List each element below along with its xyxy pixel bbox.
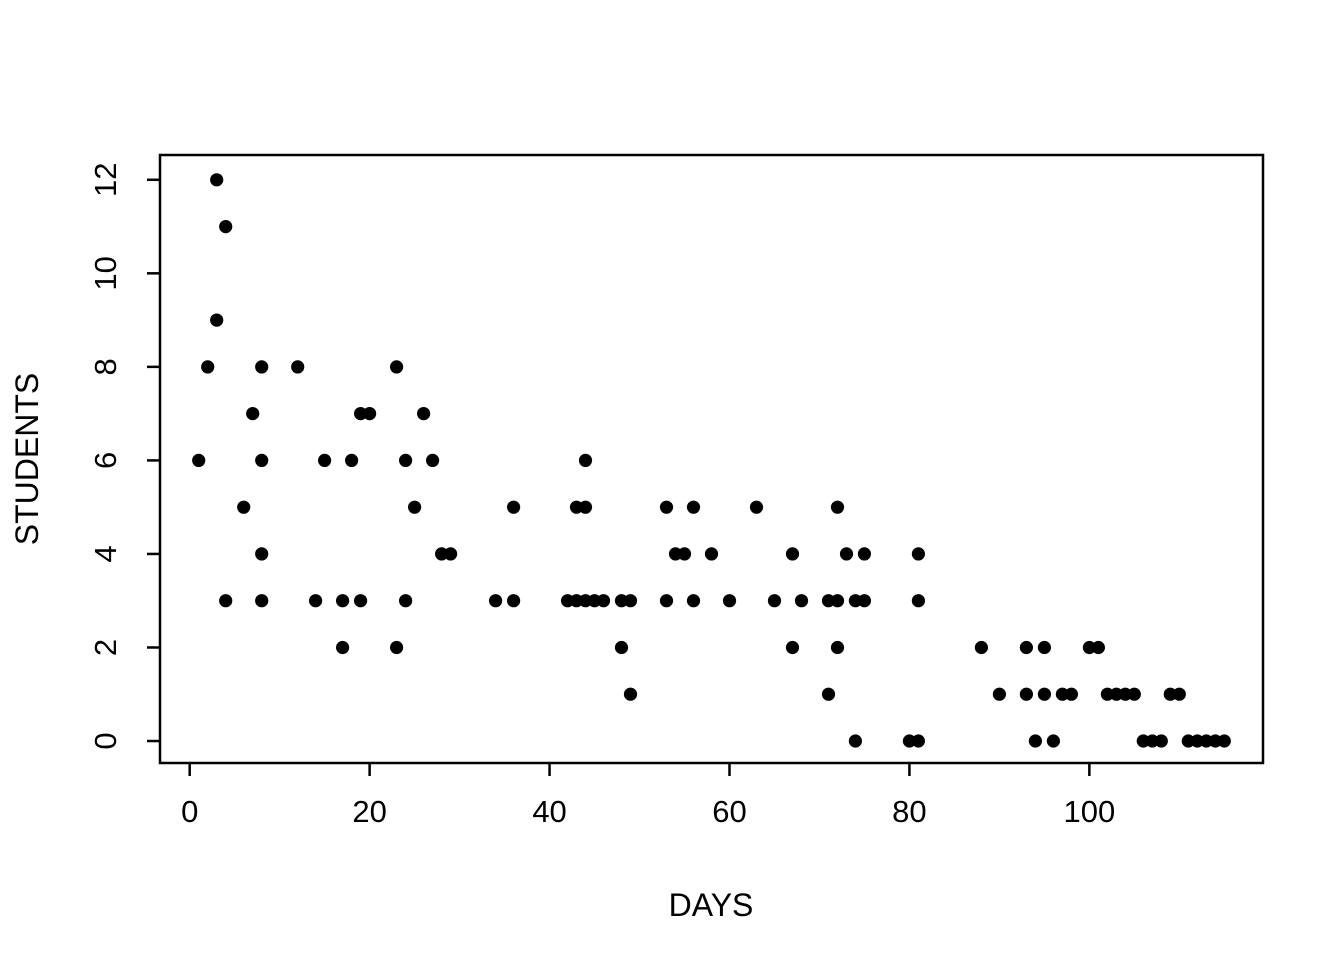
data-point [677, 547, 692, 561]
data-point [345, 453, 359, 467]
data-point [1028, 734, 1042, 748]
data-point [857, 547, 872, 561]
data-point [785, 640, 800, 655]
data-point [291, 360, 305, 374]
data-point [363, 407, 377, 421]
x-axis-title: DAYS [669, 887, 754, 923]
data-point [336, 594, 350, 608]
data-point [506, 500, 521, 514]
y-axis-tick-label: 0 [88, 732, 123, 749]
data-point [794, 594, 809, 608]
data-point [219, 594, 233, 608]
data-point [1217, 734, 1231, 748]
y-axis-title: STUDENTS [9, 373, 45, 545]
y-axis-tick-label: 12 [88, 163, 123, 197]
data-point [839, 547, 854, 561]
data-point [659, 500, 674, 514]
x-axis-tick-label: 100 [1063, 794, 1115, 829]
data-point [255, 453, 269, 467]
data-point [974, 640, 989, 655]
data-points-layer [192, 173, 1231, 748]
y-axis-tick-label: 4 [88, 545, 123, 562]
data-point [210, 173, 224, 187]
data-point [722, 594, 737, 608]
data-point [830, 500, 845, 514]
data-point [506, 594, 521, 608]
data-point [992, 687, 1007, 701]
data-point [623, 594, 638, 608]
data-point [614, 640, 629, 655]
data-point [1064, 687, 1078, 701]
axis-ticks-layer: 0 20 40 60 80 100 0 2 4 6 8 10 12 [88, 163, 1115, 829]
data-point [192, 453, 206, 467]
data-point [857, 594, 872, 608]
data-point [210, 313, 224, 327]
data-point [749, 500, 764, 514]
data-point [830, 594, 845, 608]
x-axis-tick-label: 40 [532, 794, 566, 829]
data-point [336, 640, 350, 655]
data-point [1037, 687, 1051, 701]
data-point [578, 453, 593, 467]
data-point [821, 687, 836, 701]
data-point [426, 453, 440, 467]
data-point [785, 547, 800, 561]
data-point [390, 360, 404, 374]
data-point [848, 734, 863, 748]
x-axis-tick-label: 80 [892, 794, 926, 829]
data-point [237, 500, 251, 514]
data-point [911, 547, 926, 561]
data-point [830, 640, 845, 655]
data-point [767, 594, 782, 608]
data-point [417, 407, 431, 421]
x-axis-tick-label: 20 [352, 794, 386, 829]
data-point [318, 453, 332, 467]
data-point [246, 407, 260, 421]
data-point [659, 594, 674, 608]
data-point [911, 594, 926, 608]
data-point [309, 594, 323, 608]
data-point [201, 360, 215, 374]
data-point [704, 547, 719, 561]
data-point [1127, 687, 1141, 701]
data-point [596, 594, 611, 608]
data-point [1154, 734, 1168, 748]
data-point [390, 640, 404, 655]
x-axis-tick-label: 60 [712, 794, 746, 829]
data-point [444, 547, 458, 561]
data-point [1019, 640, 1033, 655]
data-point [255, 594, 269, 608]
data-point [1091, 640, 1105, 655]
data-point [623, 687, 638, 701]
data-point [489, 594, 503, 608]
data-point [354, 594, 368, 608]
data-point [911, 734, 926, 748]
data-point [408, 500, 422, 514]
plot-box [158, 153, 1265, 765]
data-point [1172, 687, 1186, 701]
y-axis-tick-label: 2 [88, 639, 123, 656]
data-point [1037, 640, 1051, 655]
data-point [1019, 687, 1033, 701]
data-point [399, 453, 413, 467]
x-axis-tick-label: 0 [181, 794, 198, 829]
data-point [255, 360, 269, 374]
data-point [399, 594, 413, 608]
data-point [686, 594, 701, 608]
data-point [686, 500, 701, 514]
data-point [1046, 734, 1060, 748]
data-point [578, 500, 593, 514]
data-point [219, 220, 233, 234]
y-axis-tick-label: 10 [88, 256, 123, 290]
y-axis-tick-label: 6 [88, 452, 123, 469]
data-point [255, 547, 269, 561]
y-axis-tick-label: 8 [88, 358, 123, 375]
